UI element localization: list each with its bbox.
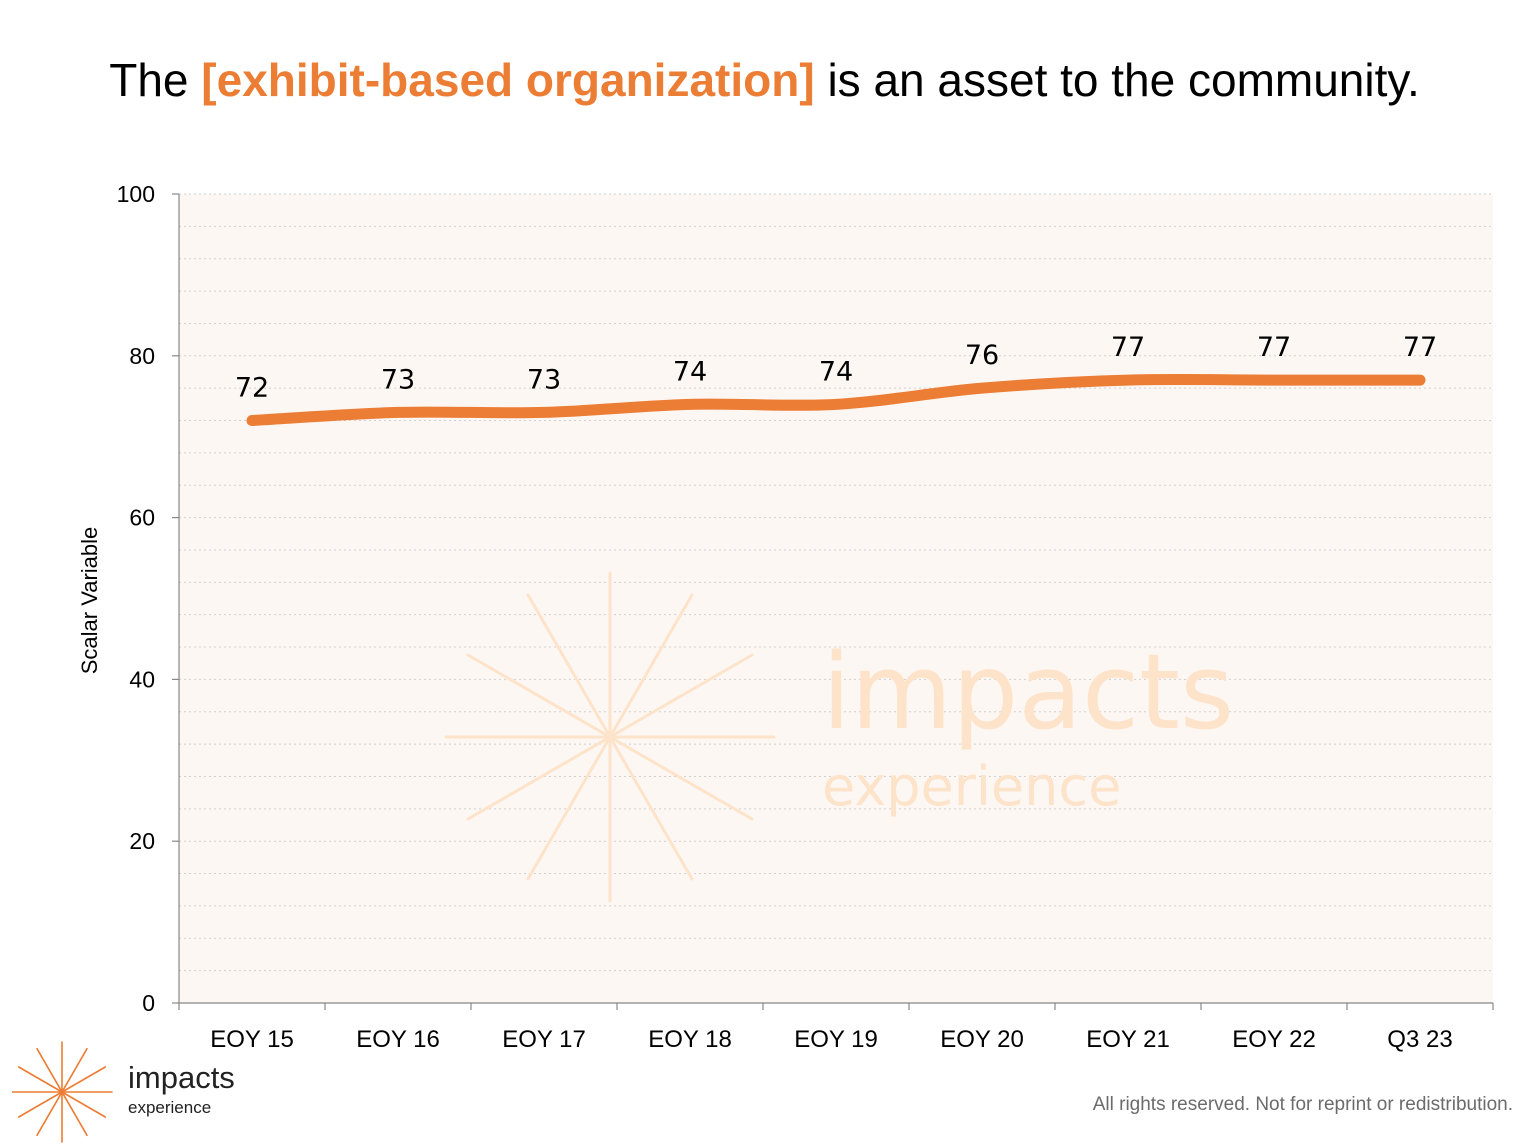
data-label: 76 <box>965 340 999 371</box>
data-point <box>687 401 693 408</box>
x-tick-label: EOY 20 <box>940 1026 1024 1053</box>
data-points <box>249 377 1423 424</box>
x-tick-label: EOY 18 <box>648 1026 732 1053</box>
y-tick-label: 60 <box>129 505 155 531</box>
y-tick-label: 40 <box>129 666 155 692</box>
x-tick-label: EOY 21 <box>1086 1026 1170 1053</box>
data-label: 73 <box>527 364 561 395</box>
x-tick-label: EOY 17 <box>502 1026 586 1053</box>
data-label: 77 <box>1257 332 1291 363</box>
title-highlight: [exhibit-based organization] <box>201 54 815 106</box>
plot-area <box>179 194 1493 1003</box>
y-tick-label: 100 <box>117 181 155 207</box>
data-point <box>541 409 547 416</box>
data-label: 74 <box>819 356 853 387</box>
data-label: 72 <box>235 373 269 404</box>
watermark-word: impacts <box>822 631 1234 753</box>
x-tick-label: EOY 15 <box>210 1026 294 1053</box>
data-point <box>249 417 255 424</box>
data-point <box>1125 377 1131 384</box>
watermark-sub: experience <box>822 755 1121 818</box>
title-suffix: is an asset to the community. <box>814 54 1420 106</box>
brand-word: impacts <box>128 1060 235 1095</box>
data-label: 77 <box>1403 332 1437 363</box>
data-labels: 72 73 73 74 74 76 77 77 77 <box>235 332 1437 403</box>
watermark-starburst-icon <box>444 571 776 903</box>
x-tick-labels: EOY 15 EOY 16 EOY 17 EOY 18 EOY 19 EOY 20 EOY … <box>210 1026 1453 1053</box>
y-tick-label: 0 <box>142 990 155 1016</box>
data-label: 74 <box>673 356 707 387</box>
brand-sub: experience <box>128 1098 212 1117</box>
y-axis-label: Scalar Variable <box>77 527 102 675</box>
x-tick-label: EOY 22 <box>1232 1026 1316 1053</box>
data-point <box>1417 377 1423 384</box>
watermark: impacts experience <box>444 571 1234 903</box>
x-tick-label: EOY 16 <box>356 1026 440 1053</box>
data-label: 77 <box>1111 332 1145 363</box>
x-tick-label: Q3 23 <box>1387 1026 1452 1053</box>
starburst-icon <box>12 1041 113 1143</box>
data-point <box>979 385 985 392</box>
data-point <box>1271 377 1277 384</box>
data-point <box>395 409 401 416</box>
axes <box>172 193 1494 1010</box>
data-point <box>833 401 839 408</box>
gridlines <box>179 193 1493 972</box>
title-prefix: The <box>109 54 202 106</box>
footer-copyright: All rights reserved. Not for reprint or … <box>1092 1094 1513 1115</box>
data-label: 73 <box>381 364 415 395</box>
page-title: The [exhibit-based organization] is an a… <box>0 50 1529 110</box>
y-tick-label: 80 <box>129 343 155 369</box>
x-tick-label: EOY 19 <box>794 1026 878 1053</box>
y-tick-labels: 0 20 40 60 80 100 <box>117 181 155 1016</box>
y-tick-label: 20 <box>129 828 155 854</box>
